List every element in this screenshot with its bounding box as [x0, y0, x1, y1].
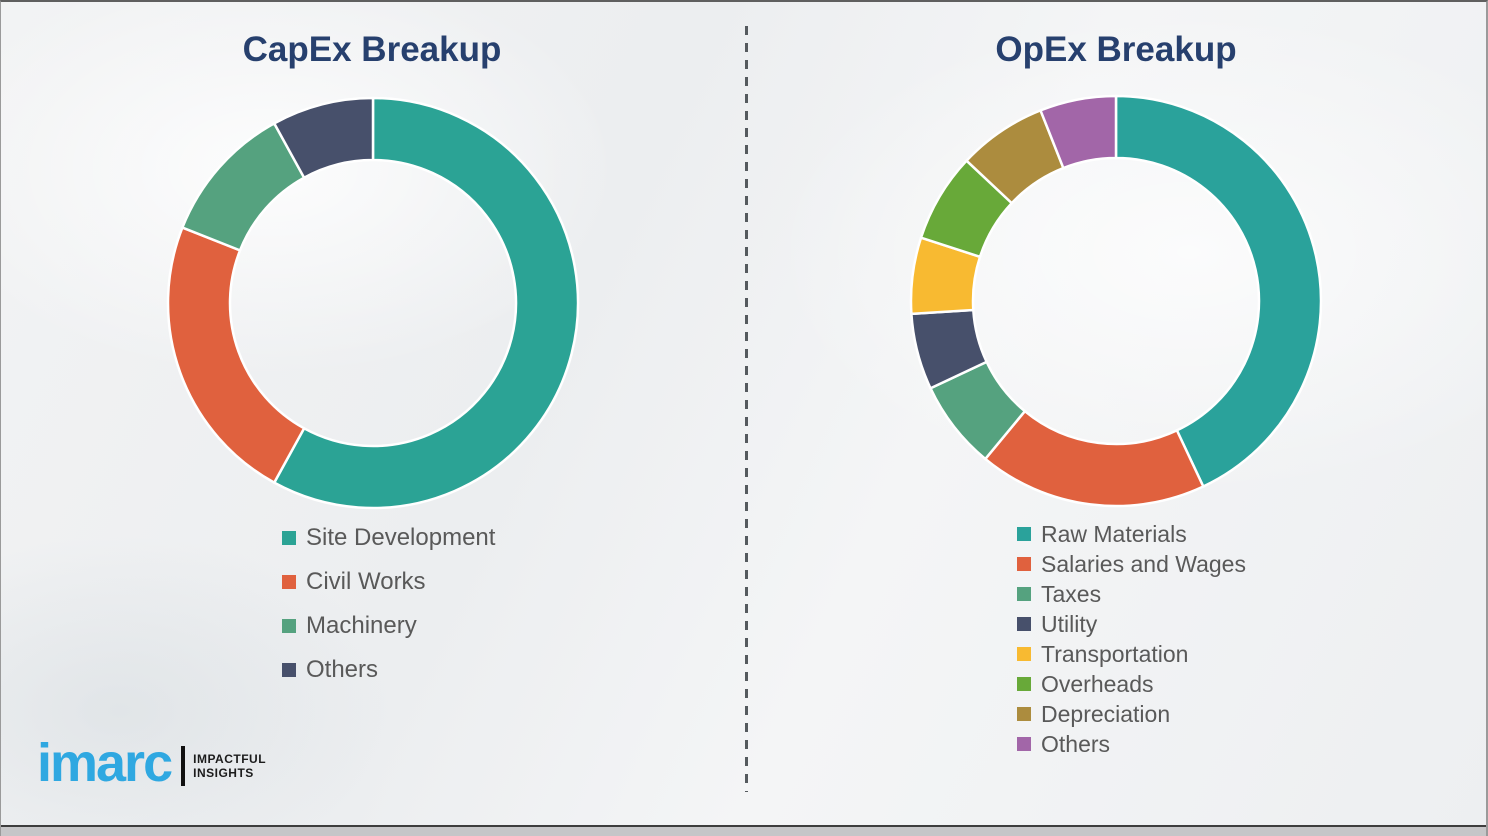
legend-label: Utility	[1041, 610, 1098, 637]
legend-swatch-taxes	[1017, 587, 1031, 601]
legend-item-transportation: Transportation	[1017, 639, 1246, 669]
legend-item-machinery: Machinery	[282, 604, 495, 648]
legend-label: Overheads	[1041, 670, 1154, 697]
imarc-logo: imarc IMPACTFUL INSIGHTS	[37, 736, 266, 790]
legend-swatch-salaries-and-wages	[1017, 557, 1031, 571]
capex-donut-chart	[166, 96, 580, 510]
legend-label: Machinery	[306, 612, 417, 639]
legend-item-site-development: Site Development	[282, 516, 495, 560]
logo-tagline-line2: INSIGHTS	[193, 766, 254, 780]
legend-item-taxes: Taxes	[1017, 579, 1246, 609]
legend-label: Taxes	[1041, 580, 1102, 607]
imarc-logo-wordmark: imarc	[37, 733, 173, 793]
legend-swatch-utility	[1017, 617, 1031, 631]
legend-label: Site Development	[306, 524, 496, 551]
legend-swatch-others	[282, 663, 296, 677]
legend-label: Transportation	[1041, 640, 1189, 667]
donut-segment-civil-works	[166, 226, 306, 484]
opex-donut-chart	[909, 94, 1323, 508]
legend-item-civil-works: Civil Works	[282, 560, 495, 604]
legend-label: Others	[1041, 730, 1111, 757]
legend-label: Others	[306, 656, 379, 683]
logo-tagline-line1: IMPACTFUL	[193, 752, 267, 766]
legend-item-depreciation: Depreciation	[1017, 699, 1246, 729]
opex-chart-title: OpEx Breakup	[995, 30, 1237, 69]
donut-segment-site-development	[272, 96, 580, 510]
donut-segment-others	[1039, 94, 1118, 170]
capex-chart-title: CapEx Breakup	[242, 30, 502, 69]
legend-label: Salaries and Wages	[1041, 550, 1246, 577]
legend-swatch-depreciation	[1017, 707, 1031, 721]
legend-swatch-site-development	[282, 531, 296, 545]
legend-item-salaries-and-wages: Salaries and Wages	[1017, 549, 1246, 579]
legend-label: Civil Works	[306, 568, 426, 595]
logo-divider-bar	[181, 746, 186, 786]
legend-swatch-others	[1017, 737, 1031, 751]
donut-segment-raw-materials	[1114, 94, 1323, 488]
legend-item-others: Others	[282, 648, 495, 692]
donut-segment-salaries-and-wages	[984, 409, 1205, 508]
logo-tagline: IMPACTFUL INSIGHTS	[193, 752, 266, 780]
legend-swatch-overheads	[1017, 677, 1031, 691]
donut-segment-others	[272, 96, 375, 179]
legend-item-raw-materials: Raw Materials	[1017, 519, 1246, 549]
legend-item-utility: Utility	[1017, 609, 1246, 639]
legend-swatch-transportation	[1017, 647, 1031, 661]
opex-legend: Raw Materials Salaries and Wages Taxes Util…	[1017, 519, 1246, 759]
legend-swatch-civil-works	[282, 575, 296, 589]
capex-legend: Site Development Civil Works Machinery Othe…	[282, 516, 495, 692]
legend-label: Depreciation	[1041, 700, 1171, 727]
panel-divider-dashed-line	[745, 26, 748, 792]
legend-swatch-machinery	[282, 619, 296, 633]
window-bottom-edge	[1, 825, 1486, 836]
legend-item-overheads: Overheads	[1017, 669, 1246, 699]
legend-item-others: Others	[1017, 729, 1246, 759]
legend-label: Raw Materials	[1041, 520, 1187, 547]
legend-swatch-raw-materials	[1017, 527, 1031, 541]
